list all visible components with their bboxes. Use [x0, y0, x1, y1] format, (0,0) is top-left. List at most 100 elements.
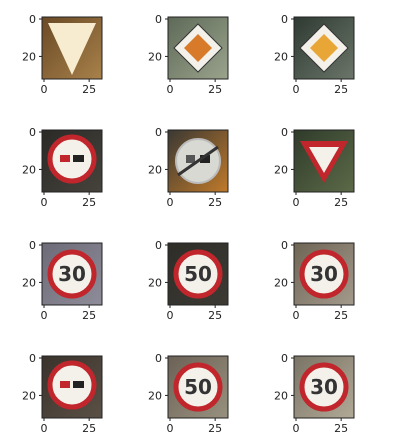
- y-tick-label: 0: [281, 13, 288, 26]
- speed-ring: [299, 249, 349, 299]
- x-tick-label: 25: [208, 309, 222, 322]
- x-tick-label: 25: [82, 422, 96, 435]
- car-black: [200, 155, 210, 163]
- diamond-fill: [310, 34, 338, 62]
- axes-frame: [41, 16, 103, 80]
- car-red: [60, 381, 70, 388]
- y-tick-label: 20: [274, 163, 288, 176]
- y-tick-label: 0: [281, 126, 288, 139]
- x-tick-label: 0: [293, 196, 300, 209]
- end-stripe: [177, 145, 219, 177]
- y-tick-label: 0: [155, 239, 162, 252]
- x-tick-label: 0: [41, 309, 48, 322]
- axes-frame: [293, 129, 355, 193]
- sign-speed-limit: 30: [47, 249, 97, 299]
- y-tick-label: 20: [274, 276, 288, 289]
- sign-panel: 30 0 20 0 25: [274, 239, 355, 322]
- diamond-fill: [184, 34, 212, 62]
- x-tick-label: 25: [334, 196, 348, 209]
- axes-frame: [41, 355, 103, 419]
- y-tick-label: 20: [22, 163, 36, 176]
- sign-speed-limit: 50: [173, 249, 223, 299]
- y-tick-label: 0: [281, 352, 288, 365]
- x-tick-label: 25: [334, 83, 348, 96]
- sign-ring: [47, 134, 97, 184]
- x-tick-label: 25: [208, 422, 222, 435]
- sign-ring: [47, 360, 97, 410]
- sign-panel: 0 20 0 25: [22, 352, 103, 435]
- x-tick-label: 25: [82, 309, 96, 322]
- y-tick-label: 20: [22, 50, 36, 63]
- axes-frame: [293, 355, 355, 419]
- y-tick-label: 20: [148, 163, 162, 176]
- sign-panel: 50 0 20 0 25: [148, 239, 229, 322]
- x-tick-label: 25: [208, 83, 222, 96]
- sign-panel: 0 20 0 25: [274, 126, 355, 209]
- x-tick-label: 0: [41, 196, 48, 209]
- axes-frame: [167, 242, 229, 306]
- speed-ring: [47, 249, 97, 299]
- y-tick-label: 20: [148, 389, 162, 402]
- y-tick-label: 0: [155, 352, 162, 365]
- axes-frame: [41, 242, 103, 306]
- sign-yield-upside-down-white: [48, 23, 96, 75]
- axes-frame: [293, 16, 355, 80]
- y-tick-label: 20: [148, 276, 162, 289]
- y-tick-label: 20: [274, 50, 288, 63]
- sign-speed-limit: 30: [299, 362, 349, 412]
- sign-priority-road: [173, 23, 223, 73]
- speed-value: 50: [184, 262, 212, 286]
- x-tick-label: 0: [293, 309, 300, 322]
- speed-value: 30: [310, 262, 338, 286]
- x-tick-label: 25: [82, 83, 96, 96]
- sign-speed-limit: 30: [299, 249, 349, 299]
- y-tick-label: 0: [29, 352, 36, 365]
- sign-panel: 0 20 0 25: [148, 13, 229, 96]
- x-tick-label: 0: [293, 83, 300, 96]
- x-tick-label: 25: [334, 422, 348, 435]
- x-tick-label: 0: [41, 422, 48, 435]
- axes-frame: [167, 355, 229, 419]
- sign-panel: 0 20 0 25: [22, 13, 103, 96]
- speed-value: 30: [58, 262, 86, 286]
- axes-frame: [41, 129, 103, 193]
- x-tick-label: 25: [334, 309, 348, 322]
- y-tick-label: 0: [29, 126, 36, 139]
- sign-panel: 50 0 20 0 25: [148, 352, 229, 435]
- car-red: [60, 155, 70, 162]
- y-tick-label: 20: [22, 389, 36, 402]
- speed-value: 50: [184, 375, 212, 399]
- x-tick-label: 0: [41, 83, 48, 96]
- axes-frame: [167, 16, 229, 80]
- y-tick-label: 0: [29, 13, 36, 26]
- y-tick-label: 20: [274, 389, 288, 402]
- sign-speed-limit: 50: [173, 362, 223, 412]
- y-tick-label: 0: [281, 239, 288, 252]
- speed-ring: [173, 249, 223, 299]
- speed-ring: [173, 362, 223, 412]
- speed-ring: [299, 362, 349, 412]
- sign-panel: 30 0 20 0 25: [22, 239, 103, 322]
- y-tick-label: 20: [148, 50, 162, 63]
- y-tick-label: 0: [155, 13, 162, 26]
- y-tick-label: 20: [22, 276, 36, 289]
- sign-panel: 30 0 20 0 25: [274, 352, 355, 435]
- sign-no-overtaking: [47, 360, 97, 410]
- x-tick-label: 0: [167, 422, 174, 435]
- sign-panel: 0 20 0 25: [22, 126, 103, 209]
- car-black: [73, 155, 84, 162]
- sign-panel: 0 20 0 25: [148, 126, 229, 209]
- x-tick-label: 0: [293, 422, 300, 435]
- car-outline: [186, 155, 195, 163]
- y-tick-label: 0: [155, 126, 162, 139]
- sign-end-no-overtaking: [175, 138, 221, 184]
- car-black: [73, 381, 84, 388]
- yield-sign-shape: [48, 23, 96, 75]
- axes-frame: [167, 129, 229, 193]
- sign-priority-road: [299, 23, 349, 73]
- sign-no-overtaking: [47, 134, 97, 184]
- x-tick-label: 0: [167, 309, 174, 322]
- speed-value: 30: [310, 375, 338, 399]
- x-tick-label: 25: [82, 196, 96, 209]
